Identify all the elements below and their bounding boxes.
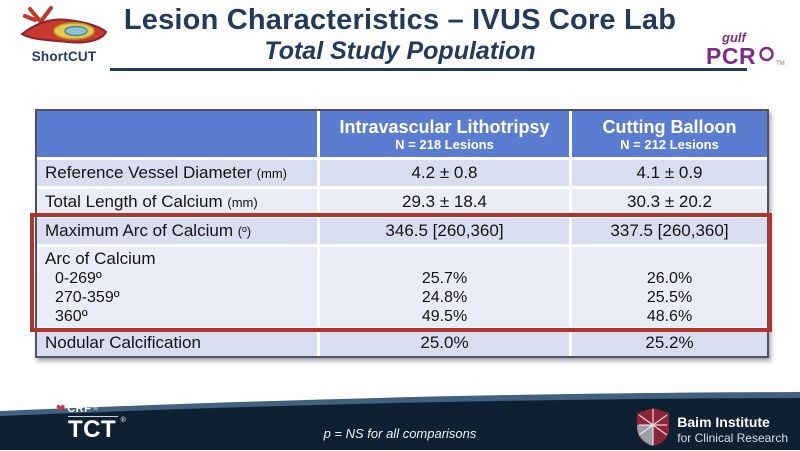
lesion-characteristics-table: Intravascular Lithotripsy N = 218 Lesion… — [35, 109, 769, 358]
column-subtitle: N = 218 Lesions — [395, 136, 494, 152]
baim-name: Baim Institute — [677, 414, 770, 430]
cb-value: 337.5 [260,360] — [572, 215, 767, 244]
arc-group-title: Arc of Calcium — [45, 249, 156, 268]
row-label: Maximum Arc of Calcium (º) — [37, 215, 320, 244]
header-cell-cutting-balloon: Cutting Balloon N = 212 Lesions — [572, 111, 767, 157]
baim-shield-icon — [637, 408, 670, 451]
footnote-p-value: p = NS for all comparisons — [323, 426, 477, 441]
gulf-pcr-gulf-text: gulf — [722, 30, 746, 45]
crf-tct-logo: ❤ CRF ® TCT ® — [56, 403, 126, 443]
artery-icon — [18, 6, 110, 51]
ivl-value: 4.2 ± 0.8 — [320, 157, 572, 186]
table-row-maximum-arc-of-calcium: Maximum Arc of Calcium (º) 346.5 [260,36… — [37, 215, 767, 244]
gulf-pcr-logo: gulf PCR TM — [706, 30, 790, 69]
column-title: Cutting Balloon — [602, 116, 737, 137]
table-row-reference-vessel-diameter: Reference Vessel Diameter (mm) 4.2 ± 0.8… — [37, 157, 767, 186]
tct-registered-mark: ® — [120, 417, 126, 424]
pcr-ring-icon — [756, 45, 775, 67]
ivl-value: 346.5 [260,360] — [320, 215, 572, 244]
slide-subtitle: Total Study Population — [264, 37, 536, 65]
cb-value: 30.3 ± 20.2 — [572, 186, 767, 215]
row-label-unit: (º) — [237, 224, 252, 239]
cb-value: 25.2% — [572, 327, 767, 356]
crf-text: CRF — [67, 403, 92, 415]
ivl-value: 49.5% — [421, 308, 468, 325]
baim-tagline: for Clinical Research — [677, 431, 788, 445]
row-label-text: Nodular Calcification — [45, 333, 201, 352]
tct-text: TCT — [68, 416, 117, 443]
cb-value: 48.6% — [646, 308, 693, 325]
arc-group-labels: Arc of Calcium 0-269º 270-359º 360º — [37, 244, 320, 327]
gulf-pcr-pcr-text: PCR — [706, 43, 757, 69]
row-label-text: Maximum Arc of Calcium — [45, 221, 233, 240]
crf-registered-mark: ® — [93, 406, 98, 412]
header-cell-intravascular-lithotripsy: Intravascular Lithotripsy N = 218 Lesion… — [320, 111, 572, 157]
shortcut-logo-label: ShortCUT — [31, 49, 97, 64]
crf-divider — [68, 416, 118, 417]
arc-subrow-label: 360º — [55, 308, 88, 325]
spacer — [572, 249, 767, 269]
ivl-value: 29.3 ± 18.4 — [320, 186, 572, 215]
arc-subrow-label: 270-359º — [55, 289, 120, 306]
gulf-pcr-tm: TM — [776, 61, 785, 67]
cb-value: 4.1 ± 0.9 — [572, 157, 767, 186]
arc-group-ivl-values: 25.7% 24.8% 49.5% — [320, 244, 572, 327]
table-row-nodular-calcification: Nodular Calcification 25.0% 25.2% — [37, 327, 767, 356]
ivl-value: 25.0% — [320, 327, 572, 356]
arc-subrow-label: 0-269º — [55, 270, 102, 287]
baim-institute-logo: Baim Institute for Clinical Research — [637, 408, 788, 451]
footer-swoosh — [0, 392, 800, 450]
table-row-total-length-of-calcium: Total Length of Calcium (mm) 29.3 ± 18.4… — [37, 186, 767, 215]
heart-icon: ❤ — [56, 402, 66, 415]
column-subtitle: N = 212 Lesions — [620, 136, 719, 152]
cb-value: 26.0% — [646, 270, 693, 287]
row-label: Reference Vessel Diameter (mm) — [37, 157, 320, 186]
header-cell-empty — [37, 111, 320, 157]
row-label-unit: (mm) — [256, 166, 287, 181]
ivl-value: 25.7% — [421, 270, 468, 287]
cb-value: 25.5% — [646, 289, 693, 306]
spacer — [320, 249, 569, 269]
row-label-text: Reference Vessel Diameter — [45, 163, 252, 182]
row-label: Nodular Calcification — [37, 327, 320, 356]
row-label: Total Length of Calcium (mm) — [37, 186, 320, 215]
table-row-arc-of-calcium-group: Arc of Calcium 0-269º 270-359º 360º 25.7… — [37, 244, 767, 327]
column-title: Intravascular Lithotripsy — [339, 116, 550, 137]
shortcut-logo: ShortCUT — [14, 5, 114, 64]
row-label-unit: (mm) — [227, 195, 258, 210]
ivl-value: 24.8% — [421, 289, 468, 306]
row-label-text: Total Length of Calcium — [45, 192, 223, 211]
header-divider — [110, 68, 747, 71]
arc-group-cb-values: 26.0% 25.5% 48.6% — [572, 244, 767, 327]
slide-title: Lesion Characteristics – IVUS Core Lab — [123, 4, 677, 36]
table-header-row: Intravascular Lithotripsy N = 218 Lesion… — [37, 111, 767, 157]
